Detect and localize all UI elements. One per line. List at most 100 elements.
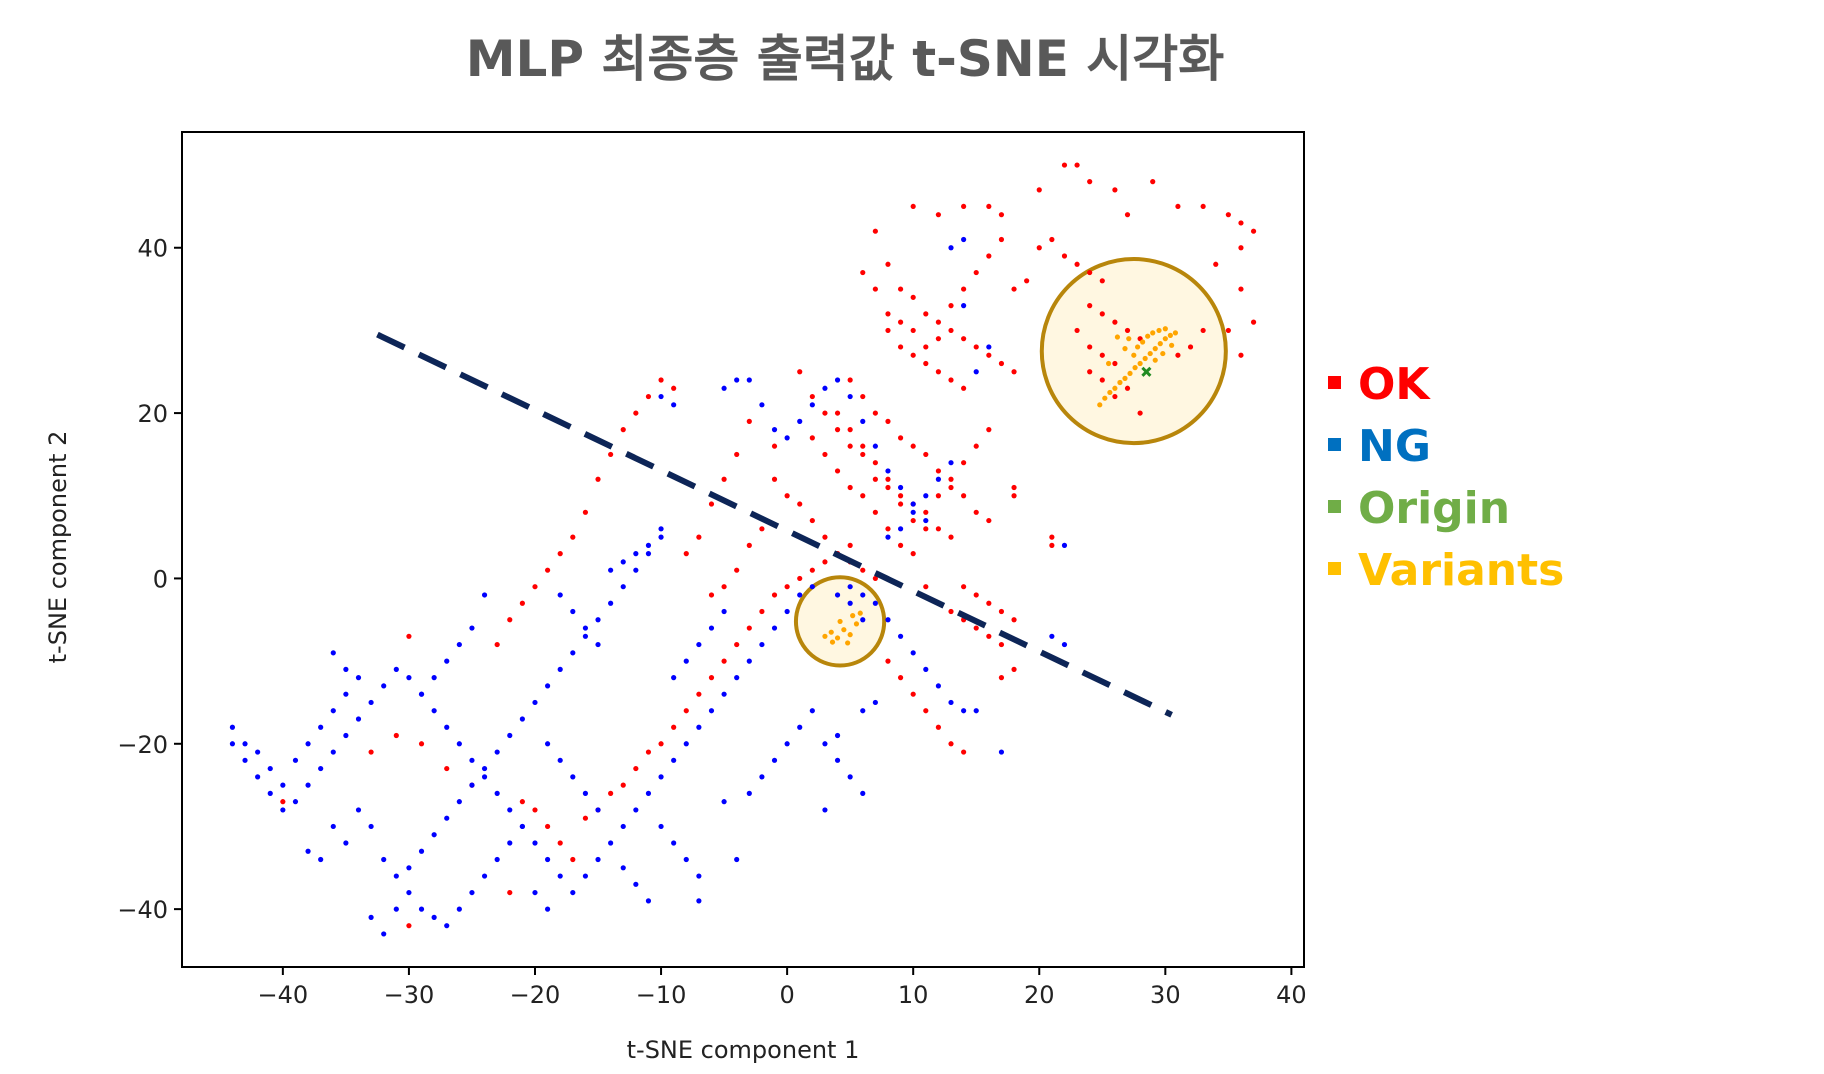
legend-swatch-ok <box>1328 376 1341 389</box>
ng-point <box>834 757 841 763</box>
ng-point <box>608 840 614 846</box>
origin-point <box>1141 366 1152 377</box>
ng-point <box>406 889 412 896</box>
ok-point <box>910 551 916 557</box>
variants-point <box>1137 360 1143 367</box>
variants-point <box>834 635 841 641</box>
ok-point <box>734 567 740 573</box>
ok-point <box>986 352 992 358</box>
ng-point <box>645 542 652 548</box>
ok-point <box>847 542 853 548</box>
ng-point <box>280 782 286 788</box>
ok-point <box>923 526 929 532</box>
ok-point <box>1099 352 1105 358</box>
ok-point <box>1011 617 1017 623</box>
ng-point <box>620 584 626 590</box>
ok-point <box>885 311 891 317</box>
ng-point <box>847 600 853 606</box>
ng-point <box>494 749 500 755</box>
ok-point <box>696 691 702 697</box>
variants-point <box>1097 402 1103 408</box>
ok-point <box>771 592 778 598</box>
ok-point <box>645 749 652 755</box>
ng-point <box>696 873 702 879</box>
ok-point <box>860 451 866 458</box>
ok-point <box>834 468 841 474</box>
ok-point <box>910 691 916 697</box>
x-tick-label: 0 <box>779 981 794 1009</box>
ok-point <box>834 410 841 416</box>
ok-point <box>708 592 715 598</box>
ng-point <box>771 427 778 433</box>
ok-point <box>923 708 929 714</box>
ng-point <box>645 898 652 904</box>
ok-point <box>822 534 828 540</box>
ng-point <box>267 765 273 772</box>
ok-point <box>847 427 853 433</box>
ng-point <box>406 865 412 871</box>
ok-point <box>885 526 891 532</box>
variants-point <box>828 629 834 635</box>
ok-point <box>368 749 374 755</box>
variants-point <box>847 632 853 638</box>
variants-point <box>1112 385 1118 391</box>
ng-point <box>797 724 803 730</box>
ok-point <box>1011 369 1017 375</box>
ng-point <box>368 699 374 706</box>
ok-point <box>809 435 815 441</box>
ok-point <box>1011 666 1017 672</box>
ok-point <box>1200 327 1206 334</box>
ng-point <box>923 666 929 672</box>
ng-point <box>507 840 513 846</box>
ok-point <box>923 311 929 317</box>
ok-point <box>658 377 664 383</box>
ok-point <box>948 303 954 309</box>
ng-point <box>456 906 462 912</box>
variants-point <box>857 610 863 616</box>
ng-point <box>544 856 551 863</box>
ng-point <box>658 393 664 400</box>
ng-point <box>280 807 286 813</box>
ng-point <box>456 741 462 747</box>
ok-point <box>923 344 929 350</box>
ok-point <box>633 765 639 772</box>
ok-point <box>1238 220 1244 226</box>
ng-point <box>431 708 437 714</box>
ng-point <box>595 641 601 648</box>
ok-point <box>1187 344 1194 350</box>
ng-point <box>255 774 261 780</box>
ng-point <box>734 675 740 681</box>
ng-point <box>570 774 576 780</box>
ok-point <box>872 575 878 582</box>
ng-point <box>318 765 324 772</box>
ok-point <box>860 567 866 573</box>
ng-point <box>633 551 639 557</box>
ok-point <box>1238 352 1244 358</box>
variants-point <box>1127 370 1133 377</box>
ok-point <box>1175 352 1181 358</box>
ok-point <box>948 476 954 482</box>
variants-point <box>1126 336 1132 342</box>
chart-title: MLP 최종층 출력값 t-SNE 시각화 <box>466 30 1225 88</box>
variants-point <box>1162 336 1168 342</box>
ng-point <box>229 741 236 747</box>
ng-point <box>355 716 362 722</box>
ng-point <box>431 914 437 920</box>
ok-point <box>1074 162 1080 168</box>
ng-point <box>595 807 601 813</box>
ok-point <box>872 476 878 482</box>
ok-point <box>1112 187 1118 193</box>
ok-point <box>1250 319 1257 325</box>
ng-point <box>330 823 336 830</box>
ng-point <box>393 906 399 912</box>
ng-point <box>595 617 601 623</box>
ng-point <box>834 732 841 739</box>
ok-point <box>923 451 929 458</box>
variants-point <box>1122 375 1128 381</box>
ng-point <box>897 633 904 639</box>
ok-point <box>834 427 841 433</box>
variants-point <box>1122 346 1128 352</box>
ok-point <box>418 741 425 747</box>
ok-point <box>935 526 942 532</box>
ok-point <box>897 319 904 325</box>
